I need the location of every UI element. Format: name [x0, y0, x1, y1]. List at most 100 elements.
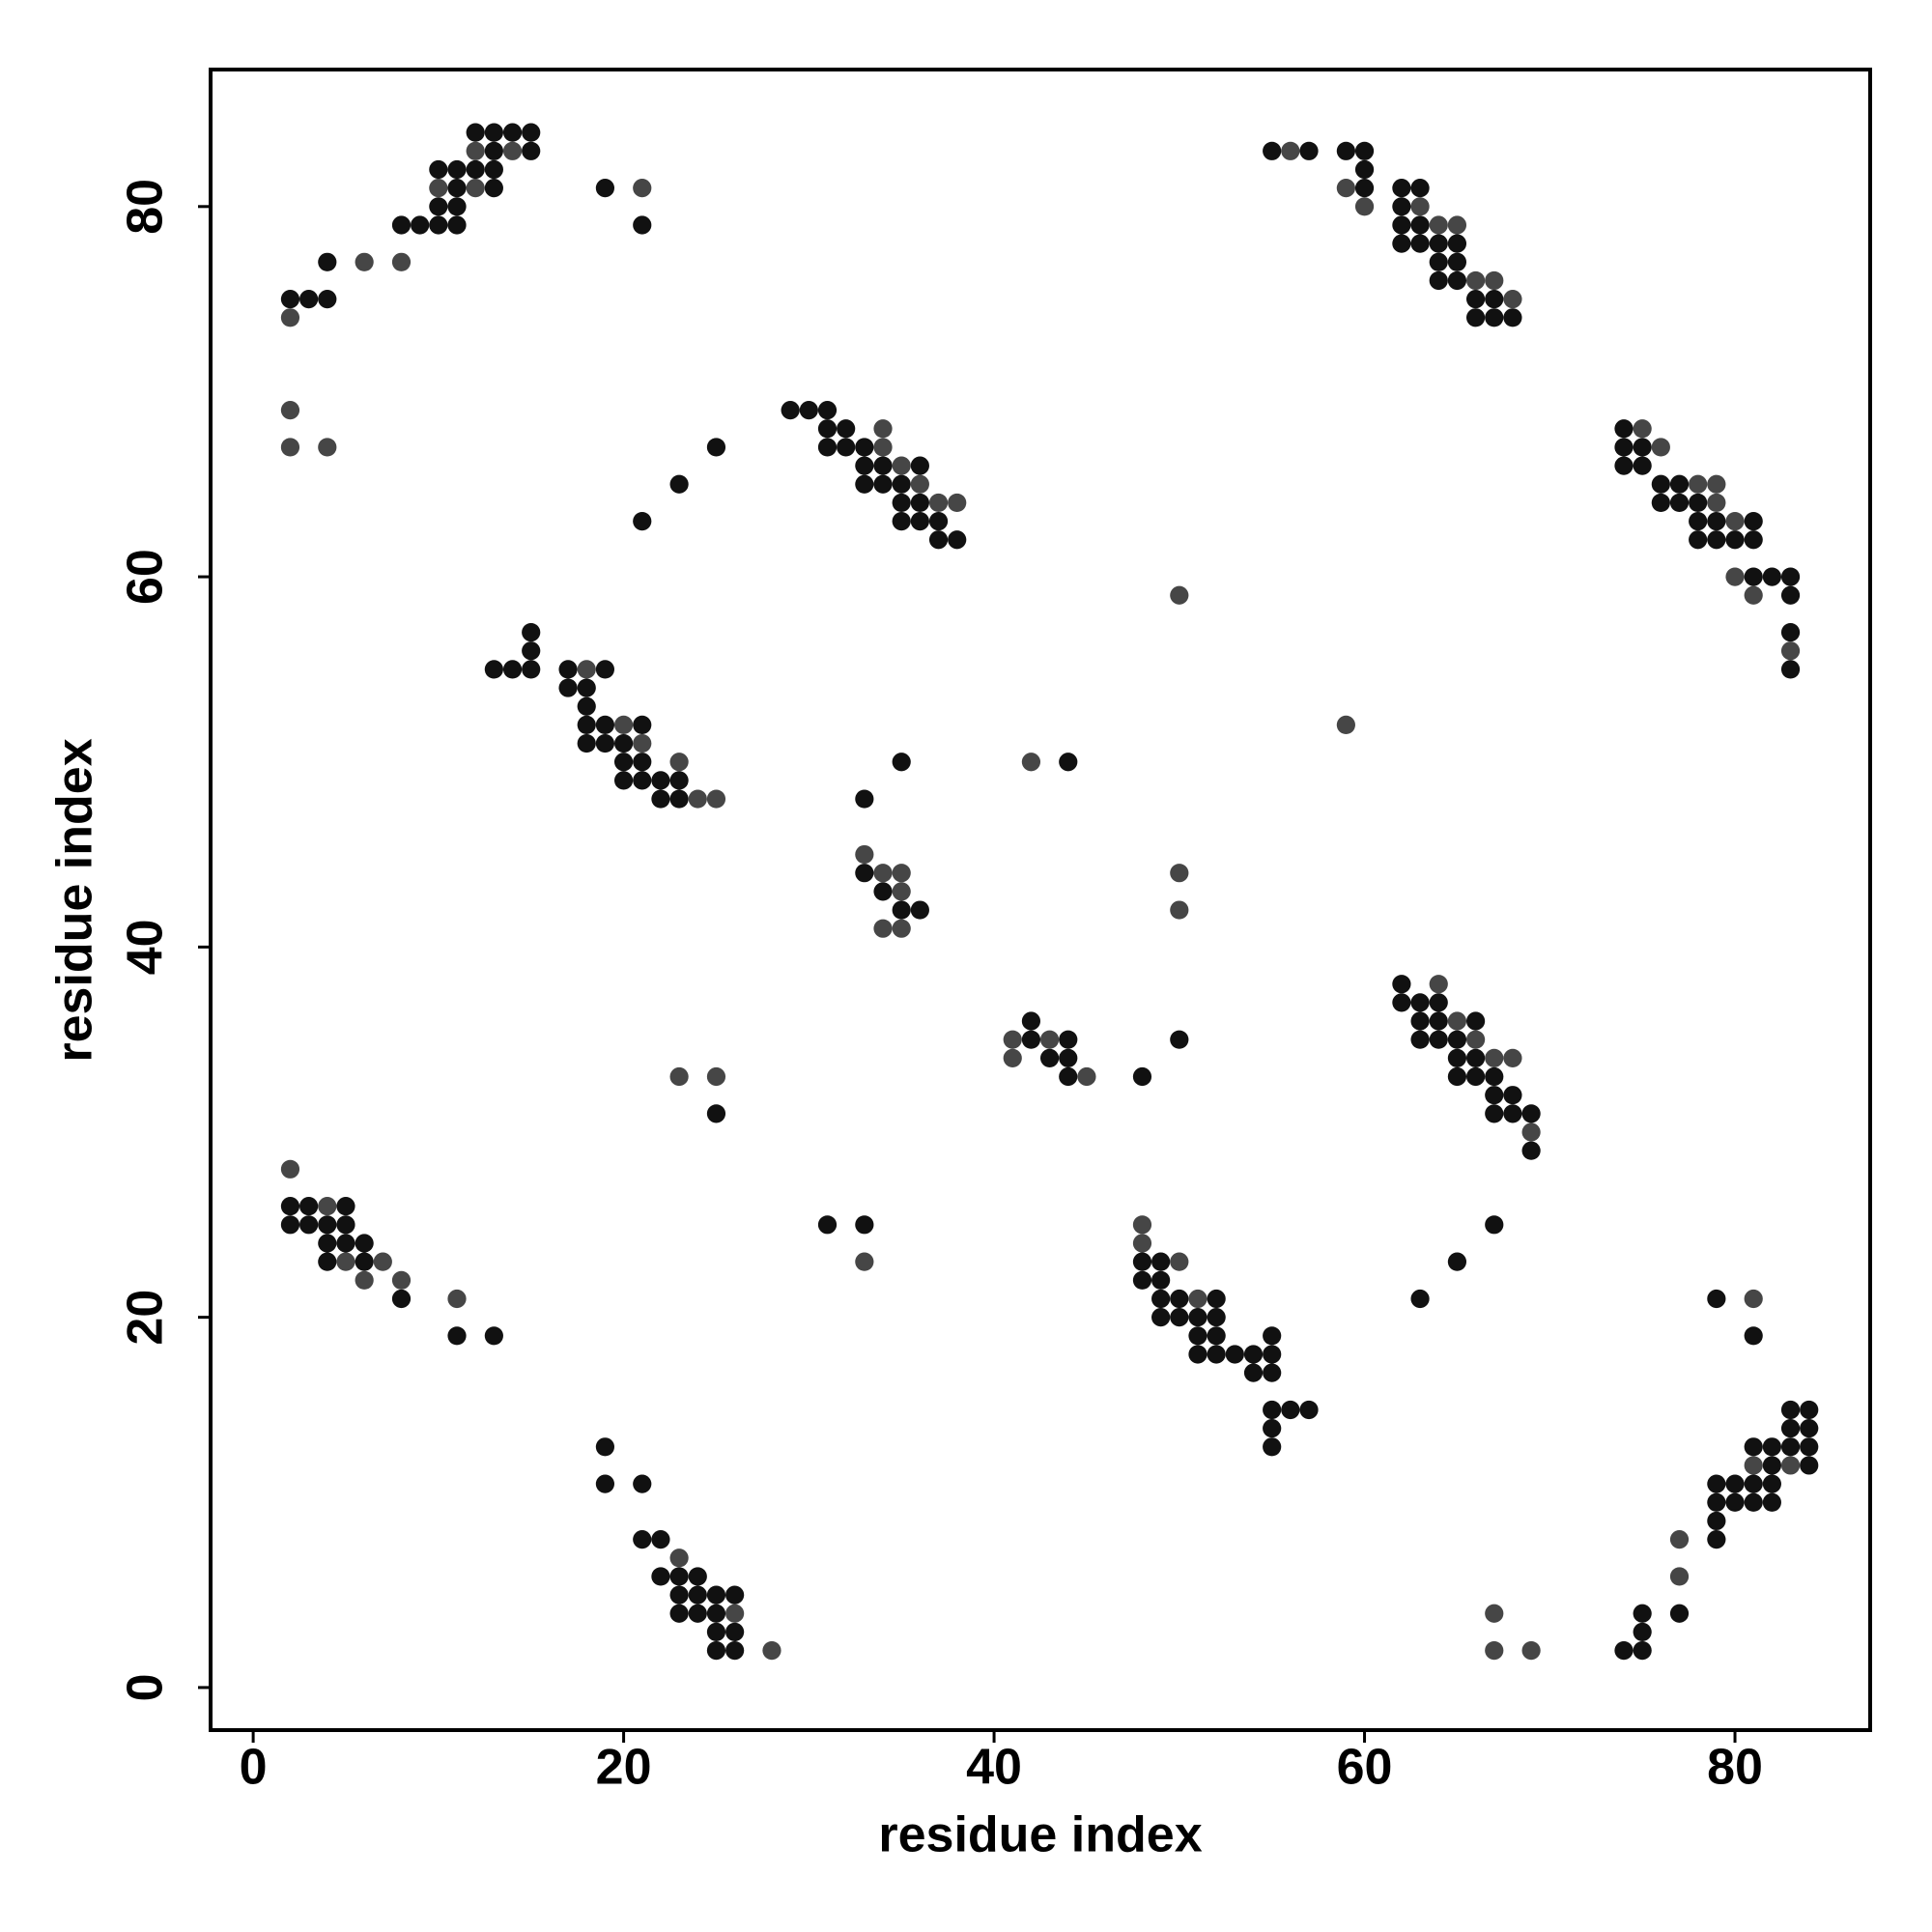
contact-point: [1151, 1308, 1171, 1327]
contact-point: [725, 1622, 745, 1642]
contact-point: [280, 438, 300, 457]
contact-point: [1744, 585, 1763, 605]
contact-point: [633, 771, 652, 790]
contact-point: [336, 1215, 355, 1235]
contact-point: [1410, 234, 1430, 253]
x-tick-label: 40: [966, 1740, 1022, 1796]
contact-point: [706, 789, 726, 809]
contact-point: [1263, 1437, 1282, 1457]
contact-point: [1707, 530, 1726, 550]
contact-point: [1689, 511, 1708, 531]
contact-point: [873, 882, 893, 901]
contact-point: [1410, 1011, 1430, 1031]
contact-point: [280, 401, 300, 420]
contact-point: [1336, 715, 1355, 735]
contact-point: [355, 1252, 374, 1271]
contact-point: [651, 1530, 670, 1549]
contact-point: [837, 438, 856, 457]
contact-point: [1485, 1066, 1504, 1087]
contact-point: [318, 1252, 337, 1271]
contact-point: [1410, 1030, 1430, 1049]
contact-point: [817, 419, 838, 439]
contact-point: [1132, 1252, 1152, 1271]
contact-point: [466, 123, 485, 142]
contact-point: [706, 1640, 726, 1661]
contact-point: [1170, 900, 1189, 920]
contact-point: [1744, 1492, 1763, 1512]
contact-point: [1707, 493, 1726, 513]
contact-point: [1689, 530, 1708, 550]
contact-point: [595, 660, 615, 679]
contact-point: [1707, 1511, 1726, 1531]
contact-point: [688, 1604, 707, 1623]
contact-point: [1447, 1066, 1467, 1087]
x-tick-label: 20: [596, 1740, 652, 1796]
contact-point: [429, 179, 448, 198]
contact-point: [1207, 1289, 1226, 1309]
contact-point: [1410, 993, 1430, 1012]
contact-point: [1465, 1030, 1486, 1049]
contact-point: [1354, 197, 1375, 216]
contact-point: [1707, 1492, 1726, 1512]
contact-point: [1410, 179, 1430, 198]
contact-point: [1447, 270, 1467, 291]
y-tick-label: 80: [118, 179, 174, 235]
contact-point: [280, 1197, 300, 1216]
y-tick-label: 0: [118, 1673, 174, 1701]
x-axis-title: residue index: [878, 1807, 1202, 1863]
contact-point: [484, 159, 503, 180]
contact-point: [910, 493, 929, 513]
x-tick-label: 0: [240, 1740, 268, 1796]
contact-point: [1151, 1289, 1171, 1309]
contact-point: [502, 141, 523, 160]
contact-point: [1780, 1400, 1801, 1420]
contact-point: [1003, 1030, 1022, 1049]
contact-point: [355, 1270, 374, 1290]
y-tick-label: 20: [118, 1290, 174, 1346]
contact-point: [669, 1066, 689, 1087]
contact-point: [522, 141, 541, 160]
contact-point: [1651, 493, 1670, 513]
contact-point: [466, 179, 485, 198]
contact-point: [558, 660, 578, 679]
contact-point: [725, 1640, 745, 1661]
contact-point: [1170, 1289, 1189, 1309]
contact-point: [1651, 474, 1670, 494]
contact-point: [522, 641, 541, 661]
contact-point: [502, 123, 523, 142]
contact-point: [1132, 1234, 1152, 1253]
contact-point: [1503, 1104, 1522, 1123]
contact-point: [1725, 1474, 1745, 1493]
contact-point: [613, 715, 634, 735]
contact-point: [1707, 1474, 1726, 1493]
contact-point: [1410, 1289, 1430, 1309]
contact-point: [1744, 1474, 1763, 1493]
contact-point: [669, 789, 689, 809]
contact-point: [855, 1215, 874, 1235]
contact-point: [855, 456, 874, 475]
contact-point: [1485, 1640, 1504, 1661]
contact-point: [1744, 511, 1763, 531]
contact-point: [651, 771, 670, 790]
contact-point: [1336, 179, 1355, 198]
contact-point: [1465, 290, 1486, 309]
contact-point: [799, 401, 818, 420]
contact-point: [577, 715, 596, 735]
contact-point: [613, 771, 634, 790]
contact-point: [669, 1585, 689, 1605]
contact-point: [447, 197, 467, 216]
contact-point: [817, 438, 838, 457]
contact-point: [1059, 1066, 1078, 1087]
contact-point: [1465, 308, 1486, 327]
contact-point: [892, 864, 911, 883]
contact-point: [429, 215, 448, 235]
contact-point: [706, 1604, 726, 1623]
contact-point: [1392, 179, 1411, 198]
contact-point: [1447, 1030, 1467, 1049]
contact-point: [411, 215, 430, 235]
contact-point: [1410, 197, 1430, 216]
contact-point: [1780, 1419, 1801, 1438]
contact-point: [1021, 1011, 1041, 1031]
contact-point: [928, 511, 949, 531]
contact-point: [1780, 1456, 1801, 1475]
